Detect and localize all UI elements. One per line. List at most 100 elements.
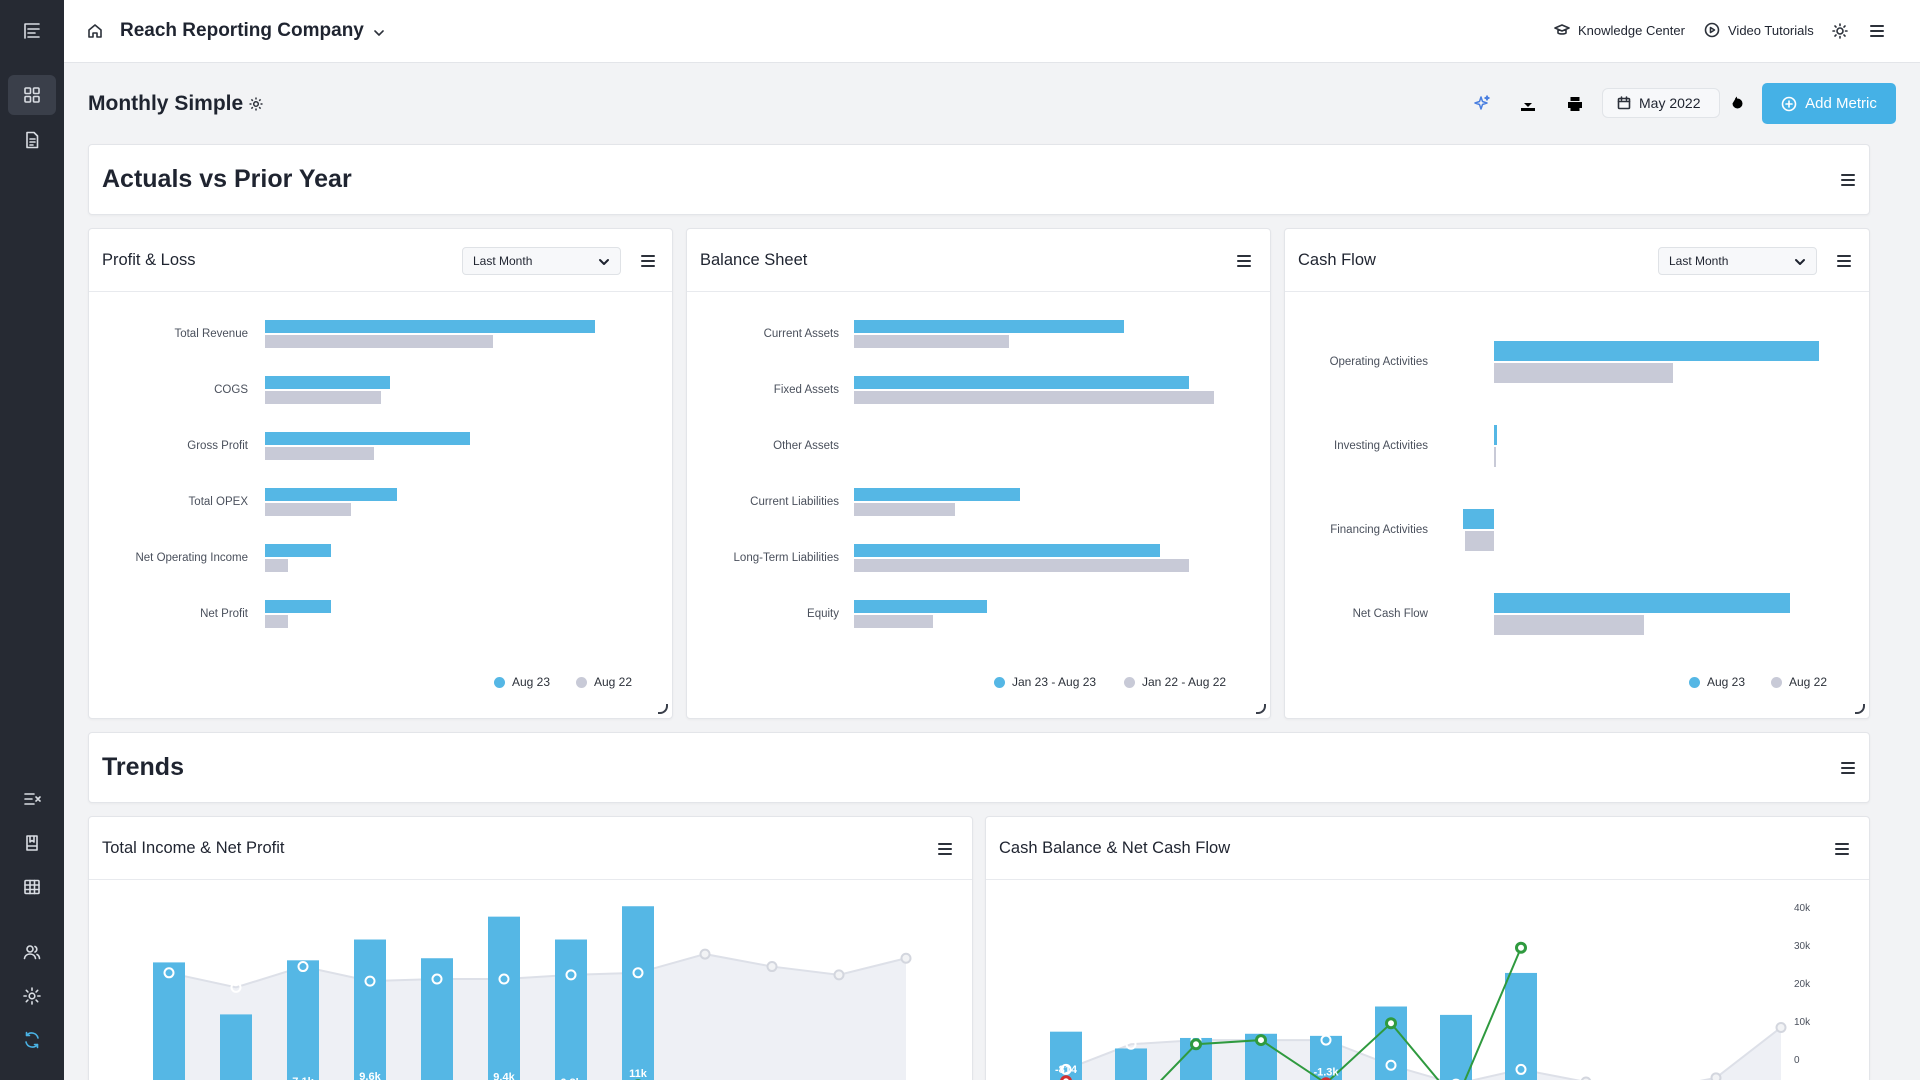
income-bar[interactable] <box>622 906 654 1080</box>
net-point[interactable] <box>1255 1034 1267 1047</box>
income-bar[interactable] <box>153 962 185 1080</box>
collapse-menu-icon[interactable] <box>8 11 56 51</box>
bar-prior[interactable] <box>854 391 1214 404</box>
period-dropdown[interactable]: Last Month <box>462 247 621 275</box>
bar-prior[interactable] <box>265 391 381 404</box>
net-point[interactable] <box>1515 941 1527 954</box>
bar-current[interactable] <box>854 600 988 613</box>
download-icon[interactable] <box>1518 94 1538 114</box>
section-menu-icon[interactable] <box>1841 762 1855 774</box>
video-tutorials-link[interactable]: Video Tutorials <box>1704 22 1814 38</box>
bar-prior[interactable] <box>265 447 374 460</box>
prior-point[interactable] <box>833 969 845 981</box>
home-icon[interactable] <box>87 23 103 39</box>
section-menu-icon[interactable] <box>1841 174 1855 186</box>
prior-point[interactable] <box>1515 1063 1527 1075</box>
add-metric-button[interactable]: Add Metric <box>1762 83 1896 124</box>
bar-current[interactable] <box>265 376 391 389</box>
report-document-icon[interactable] <box>8 120 56 160</box>
resize-handle[interactable] <box>1855 704 1865 714</box>
bar-current[interactable] <box>265 488 397 501</box>
bar-current[interactable] <box>854 320 1124 333</box>
settings-gear-icon[interactable] <box>8 976 56 1016</box>
sync-icon[interactable] <box>8 1020 56 1060</box>
prior-point[interactable] <box>1775 1021 1787 1033</box>
bar-prior[interactable] <box>1464 531 1494 551</box>
bar-prior[interactable] <box>1494 363 1673 383</box>
net-point[interactable] <box>1385 1017 1397 1030</box>
income-bar[interactable] <box>1050 1031 1082 1080</box>
net-point[interactable] <box>1060 1075 1072 1080</box>
bar-current[interactable] <box>854 376 1189 389</box>
prior-point[interactable] <box>900 952 912 964</box>
income-bar[interactable] <box>220 1014 252 1080</box>
card-menu-icon[interactable] <box>1837 255 1851 267</box>
legend-item[interactable]: Aug 23 <box>494 675 550 689</box>
resize-handle[interactable] <box>1256 704 1266 714</box>
bar-prior[interactable] <box>1494 447 1496 467</box>
income-bar[interactable] <box>287 960 319 1080</box>
bar-prior[interactable] <box>265 503 351 516</box>
list-close-icon[interactable] <box>8 779 56 819</box>
legend-item[interactable]: Aug 23 <box>1689 675 1745 689</box>
dashboard-icon[interactable] <box>8 75 56 115</box>
prior-point[interactable] <box>230 981 242 993</box>
legend-item[interactable]: Jan 22 - Aug 22 <box>1124 675 1226 689</box>
income-bar[interactable] <box>488 916 520 1080</box>
table-icon[interactable] <box>8 867 56 907</box>
prior-point[interactable] <box>1385 1059 1397 1071</box>
prior-point[interactable] <box>766 961 778 973</box>
refresh-icon[interactable] <box>1729 95 1746 112</box>
prior-point[interactable] <box>1125 1038 1137 1050</box>
prior-point[interactable] <box>1580 1076 1592 1080</box>
prior-point[interactable] <box>565 969 577 981</box>
print-icon[interactable] <box>1565 94 1585 114</box>
date-picker-button[interactable]: May 2022 <box>1602 88 1720 118</box>
page-settings-gear-icon[interactable] <box>248 96 264 112</box>
bar-prior[interactable] <box>265 559 289 572</box>
ai-sparkle-icon[interactable] <box>1472 94 1492 114</box>
income-bar[interactable] <box>1505 972 1537 1080</box>
bar-current[interactable] <box>1494 593 1790 613</box>
income-bar[interactable] <box>1115 1048 1147 1080</box>
card-menu-icon[interactable] <box>1835 843 1849 855</box>
income-bar[interactable] <box>421 958 453 1080</box>
bar-current[interactable] <box>1494 425 1497 445</box>
prior-point[interactable] <box>1060 1063 1072 1075</box>
bar-current[interactable] <box>265 600 331 613</box>
prior-point[interactable] <box>498 973 510 985</box>
card-menu-icon[interactable] <box>938 843 952 855</box>
sun-theme-icon[interactable] <box>1832 23 1848 39</box>
bar-current[interactable] <box>854 488 1020 501</box>
bar-current[interactable] <box>1463 509 1494 529</box>
card-menu-icon[interactable] <box>641 255 655 267</box>
card-menu-icon[interactable] <box>1237 255 1251 267</box>
bar-current[interactable] <box>265 432 470 445</box>
bar-prior[interactable] <box>265 615 289 628</box>
hamburger-menu-icon[interactable] <box>1870 25 1884 37</box>
income-bar[interactable] <box>1440 1014 1472 1080</box>
bar-prior[interactable] <box>1494 615 1644 635</box>
chevron-down-icon[interactable] <box>373 27 385 39</box>
users-icon[interactable] <box>8 932 56 972</box>
legend-item[interactable]: Aug 22 <box>1771 675 1827 689</box>
prior-point[interactable] <box>364 975 376 987</box>
income-bar[interactable] <box>354 939 386 1080</box>
knowledge-center-link[interactable]: Knowledge Center <box>1554 22 1685 38</box>
prior-point[interactable] <box>1320 1034 1332 1046</box>
bar-prior[interactable] <box>854 503 955 516</box>
bar-prior[interactable] <box>854 615 934 628</box>
bar-current[interactable] <box>265 544 331 557</box>
book-icon[interactable] <box>8 823 56 863</box>
prior-point[interactable] <box>632 967 644 979</box>
period-dropdown[interactable]: Last Month <box>1658 247 1817 275</box>
income-bar[interactable] <box>555 939 587 1080</box>
prior-point[interactable] <box>1710 1072 1722 1080</box>
net-point[interactable] <box>1190 1038 1202 1051</box>
prior-point[interactable] <box>163 967 175 979</box>
resize-handle[interactable] <box>658 704 668 714</box>
legend-item[interactable]: Aug 22 <box>576 675 632 689</box>
prior-point[interactable] <box>699 948 711 960</box>
bar-prior[interactable] <box>265 335 493 348</box>
company-name[interactable]: Reach Reporting Company <box>120 20 364 41</box>
